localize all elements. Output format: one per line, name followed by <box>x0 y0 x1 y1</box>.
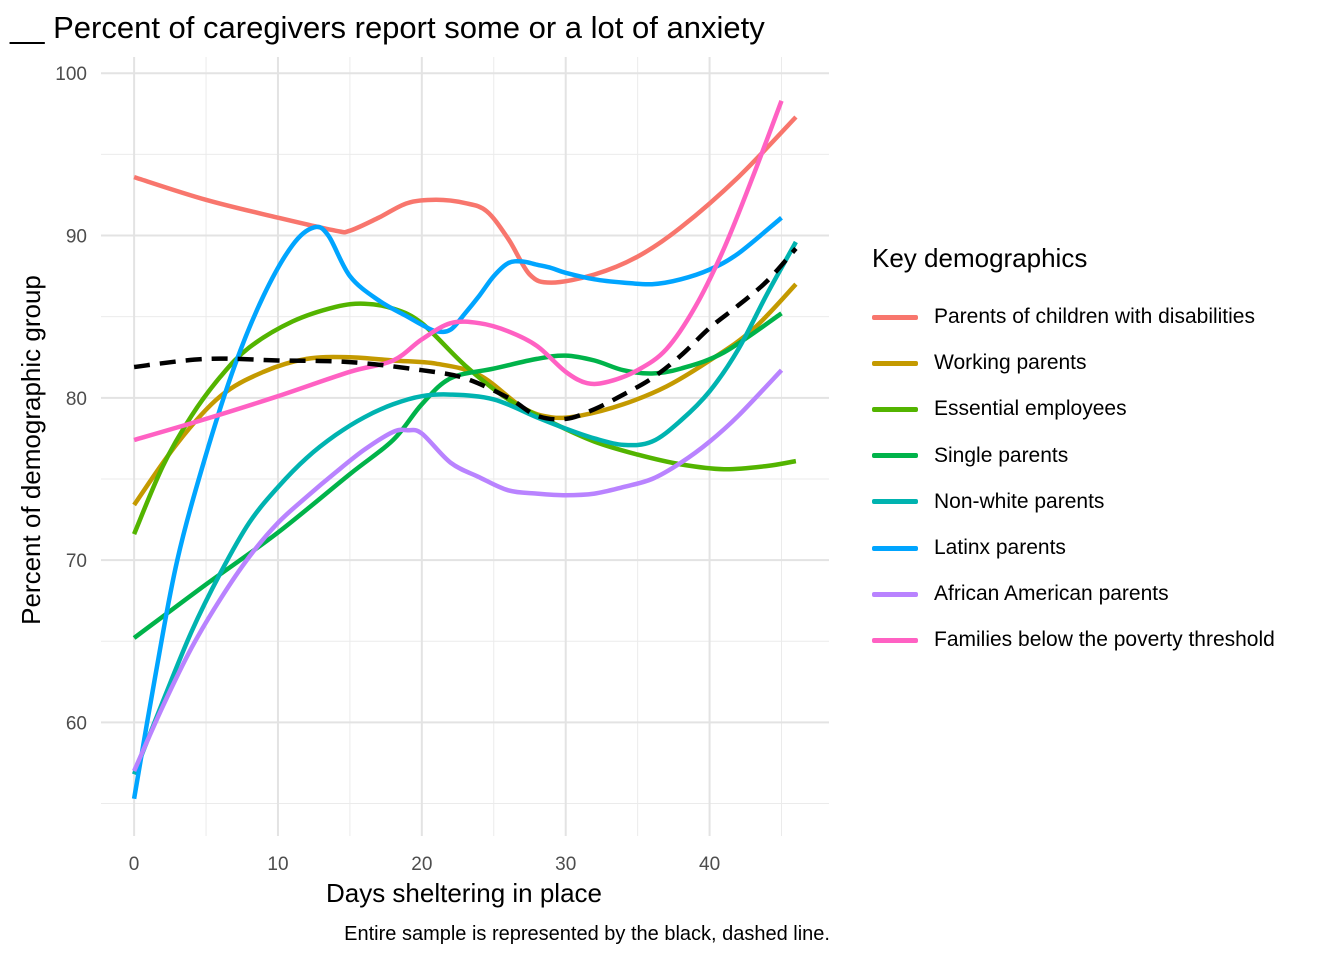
x-tick-label: 20 <box>411 854 432 875</box>
series-line-4 <box>132 240 798 776</box>
legend-label: African American parents <box>934 582 1169 606</box>
legend-label: Non-white parents <box>934 489 1105 513</box>
legend-item: Working parents <box>872 340 1275 386</box>
y-tick-label: 90 <box>66 227 87 248</box>
ticks-layer: 0 10 20 30 40 60 70 80 90 100 <box>55 64 720 875</box>
legend-key <box>872 499 918 505</box>
legend: Key demographics Parents of children wit… <box>872 243 1275 664</box>
legend-label: Single parents <box>934 443 1069 467</box>
series-line-0 <box>133 115 798 285</box>
x-tick-label: 40 <box>699 854 720 875</box>
y-axis-label: Percent of demographic group <box>16 275 46 625</box>
legend-label: Families below the poverty threshold <box>934 628 1275 652</box>
y-tick-label: 100 <box>55 64 87 85</box>
legend-label: Working parents <box>934 351 1087 375</box>
legend-item: Single parents <box>872 433 1275 479</box>
series-layer <box>131 100 798 800</box>
series-line-6 <box>132 368 784 773</box>
legend-key <box>872 637 918 643</box>
legend-key <box>872 591 918 597</box>
legend-label: Essential employees <box>934 397 1127 421</box>
legend-item: Essential employees <box>872 386 1275 432</box>
series-line-5 <box>131 215 783 800</box>
chart-title: __ Percent of caregivers report some or … <box>10 10 765 45</box>
legend-key <box>872 360 918 366</box>
y-tick-label: 60 <box>66 713 87 734</box>
legend-item: African American parents <box>872 571 1275 617</box>
legend-item: Non-white parents <box>872 479 1275 525</box>
legend-item: Latinx parents <box>872 525 1275 571</box>
legend-label: Parents of children with disabilities <box>934 305 1255 329</box>
legend-key <box>872 453 918 459</box>
legend-key <box>872 545 918 551</box>
grid-minor <box>101 57 829 836</box>
legend-label: Latinx parents <box>934 536 1066 560</box>
legend-item: Parents of children with disabilities <box>872 294 1275 340</box>
legend-title: Key demographics <box>872 243 1088 273</box>
chart-caption: Entire sample is represented by the blac… <box>344 923 830 945</box>
legend-item: Families below the poverty threshold <box>872 617 1275 663</box>
legend-key <box>872 314 918 320</box>
y-tick-label: 80 <box>66 389 87 410</box>
series-line-7 <box>133 100 784 443</box>
x-axis-label: Days sheltering in place <box>326 878 602 908</box>
series-line-3 <box>132 311 783 640</box>
x-tick-label: 10 <box>267 854 288 875</box>
legend-key <box>872 406 918 412</box>
legend-items: Parents of children with disabilities Wor… <box>872 294 1275 664</box>
x-tick-label: 0 <box>129 854 140 875</box>
y-tick-label: 70 <box>66 551 87 572</box>
x-tick-label: 30 <box>555 854 576 875</box>
